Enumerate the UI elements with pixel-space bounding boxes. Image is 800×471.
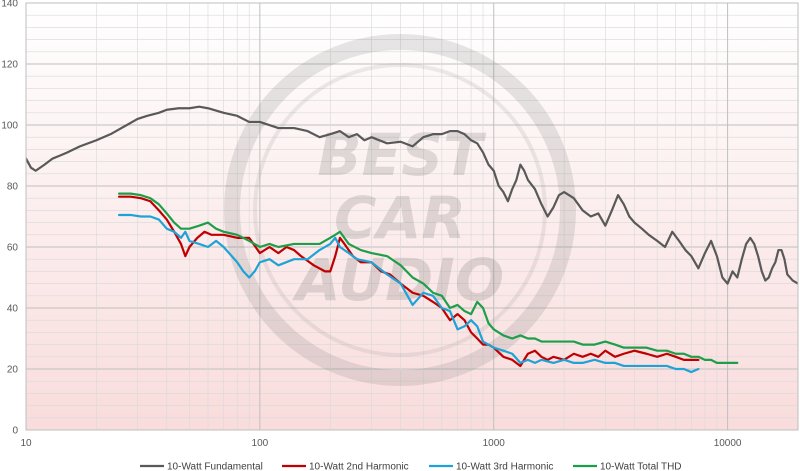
y-tick-label: 120 (1, 60, 18, 71)
legend-label-3: 10-Watt 3rd Harmonic (456, 462, 553, 471)
x-axis-ticks: 10 100 1000 10000 (20, 438, 742, 449)
x-tick-label: 10000 (714, 438, 742, 449)
legend: 10-Watt Fundamental 10-Watt 2nd Harmonic 1… (140, 462, 682, 471)
y-tick-label: 100 (1, 121, 18, 132)
plot-background (26, 3, 798, 430)
y-tick-label: 40 (7, 304, 19, 315)
series-line-1 (26, 105, 798, 285)
legend-label-2: 10-Watt 2nd Harmonic (309, 462, 409, 471)
y-tick-label: 0 (12, 426, 18, 437)
watermark-ring (224, 34, 576, 386)
watermark-logo: BEST CAR AUDIO (224, 34, 576, 386)
legend-label-4: 10-Watt Total THD (600, 462, 682, 471)
watermark-word-2: CAR (334, 184, 466, 252)
series-layer (26, 105, 798, 374)
y-tick-label: 20 (7, 365, 19, 376)
watermark-word-1: BEST (317, 121, 487, 189)
y-tick-label: 140 (1, 0, 18, 10)
y-tick-label: 80 (7, 182, 19, 193)
x-tick-label: 1000 (483, 438, 506, 449)
y-tick-label: 60 (7, 243, 19, 254)
x-tick-label: 100 (252, 438, 269, 449)
series-line-2 (117, 195, 700, 368)
x-tick-label: 10 (20, 438, 32, 449)
legend-label-1: 10-Watt Fundamental (167, 462, 263, 471)
y-axis-ticks: 0 20 40 60 80 100 120 140 (1, 0, 18, 437)
plot-border (25, 2, 799, 431)
series-line-4 (117, 192, 739, 364)
series-line-3 (117, 213, 700, 374)
